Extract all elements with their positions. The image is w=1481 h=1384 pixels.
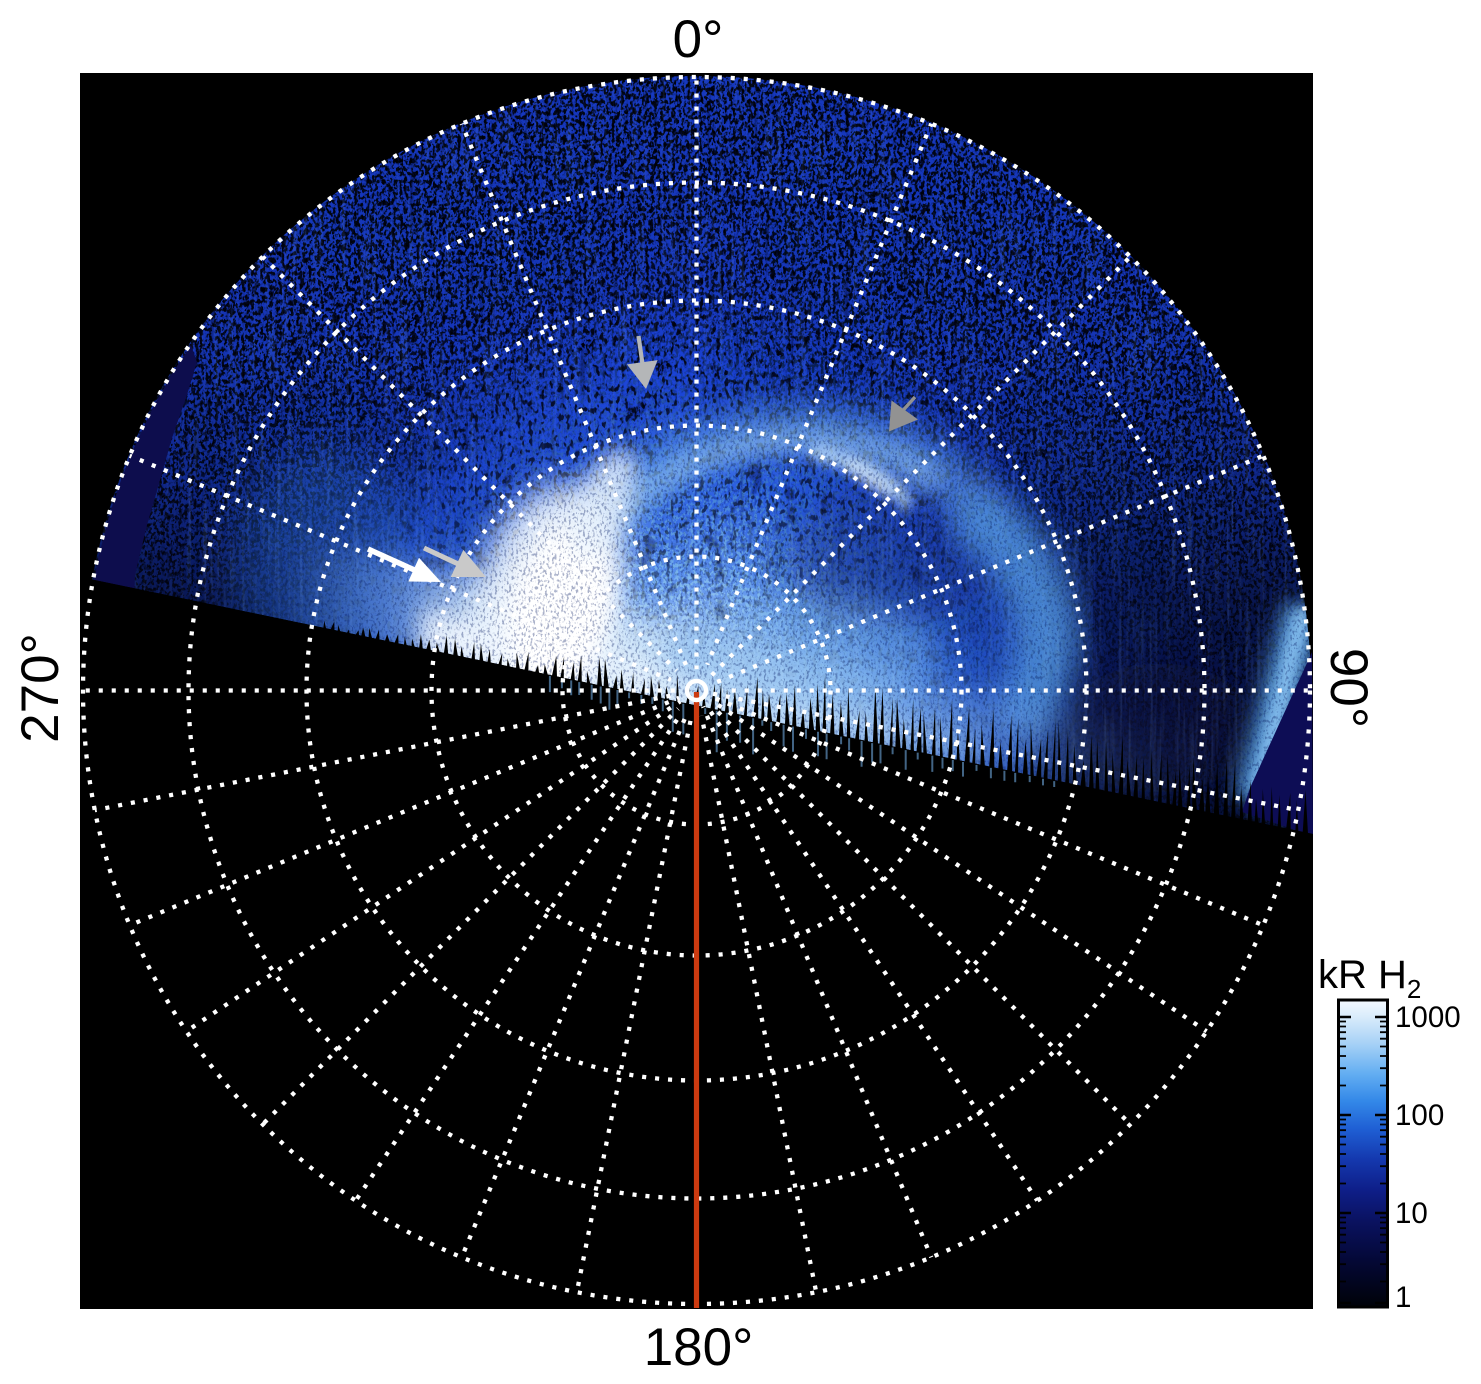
svg-text:180°: 180° [644, 1318, 754, 1377]
svg-text:1: 1 [1395, 1281, 1411, 1314]
svg-text:kR H2: kR H2 [1318, 953, 1421, 1004]
svg-text:90°: 90° [1319, 648, 1378, 728]
svg-text:0°: 0° [673, 10, 724, 69]
svg-text:10: 10 [1395, 1197, 1428, 1230]
svg-text:1000: 1000 [1395, 1001, 1461, 1034]
svg-text:270°: 270° [11, 633, 70, 743]
svg-text:100: 100 [1395, 1099, 1444, 1132]
